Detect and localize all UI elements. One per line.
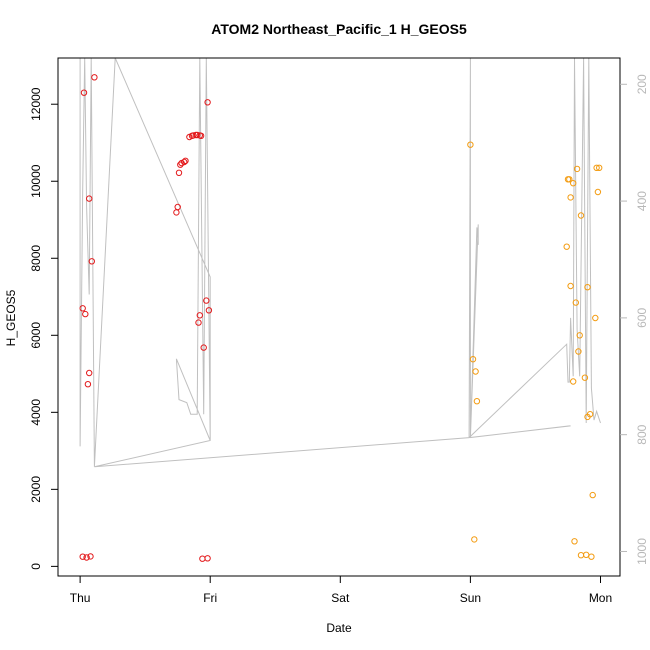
x-axis: Thu Fri Sat Sun Mon bbox=[70, 576, 612, 605]
point-orange-15 bbox=[567, 282, 574, 290]
chart-title: ATOM2 Northeast_Pacific_1 H_GEOS5 bbox=[211, 21, 467, 37]
y-tick-label-4: 8000 bbox=[29, 245, 43, 272]
point-orange-9 bbox=[593, 164, 600, 172]
point-orange-22 bbox=[570, 378, 577, 385]
y2-axis: 200 400 600 800 1000 bbox=[620, 74, 649, 565]
x-tick-label-1: Fri bbox=[203, 591, 217, 605]
point-red-29 bbox=[205, 307, 213, 314]
data-points bbox=[79, 74, 603, 562]
gray-series-line bbox=[79, 57, 601, 468]
y-tick-label-3: 6000 bbox=[29, 322, 43, 349]
gray-line bbox=[79, 57, 601, 468]
point-red-4 bbox=[91, 74, 98, 81]
y2-tick-label-4: 1000 bbox=[635, 538, 649, 565]
point-red-25 bbox=[175, 169, 183, 177]
point-red-20 bbox=[194, 131, 201, 139]
point-red-7 bbox=[79, 305, 86, 312]
point-orange-19 bbox=[576, 332, 583, 339]
point-orange-28 bbox=[583, 551, 590, 558]
point-red-3 bbox=[80, 89, 88, 96]
point-red-9 bbox=[86, 369, 93, 377]
point-red-12 bbox=[204, 555, 211, 562]
point-red-27 bbox=[173, 209, 180, 216]
y2-tick-label-2: 600 bbox=[635, 308, 649, 328]
point-orange-10 bbox=[596, 164, 603, 172]
point-orange-1 bbox=[469, 356, 477, 363]
point-orange-25 bbox=[589, 491, 596, 499]
plot-frame bbox=[57, 57, 621, 577]
point-orange-2 bbox=[472, 368, 479, 375]
point-red-28 bbox=[203, 297, 210, 304]
point-orange-17 bbox=[572, 299, 579, 306]
point-orange-27 bbox=[577, 552, 585, 559]
x-tick-label-3: Sun bbox=[460, 591, 481, 605]
point-orange-4 bbox=[471, 536, 478, 543]
point-orange-21 bbox=[581, 374, 589, 381]
point-orange-11 bbox=[567, 194, 574, 201]
point-orange-16 bbox=[584, 284, 591, 291]
point-red-13 bbox=[204, 99, 211, 106]
point-orange-14 bbox=[563, 243, 570, 250]
point-orange-20 bbox=[575, 348, 582, 355]
point-orange-26 bbox=[571, 538, 578, 545]
x-axis-label: Date bbox=[326, 621, 352, 635]
point-red-24 bbox=[177, 161, 184, 168]
point-red-30 bbox=[196, 312, 204, 319]
point-red-5 bbox=[86, 195, 93, 202]
y2-tick-label-1: 400 bbox=[635, 191, 649, 211]
y-tick-label-0: 0 bbox=[29, 563, 43, 570]
point-red-11 bbox=[199, 555, 206, 562]
y2-tick-label-3: 800 bbox=[635, 424, 649, 444]
point-orange-29 bbox=[588, 553, 595, 560]
point-orange-8 bbox=[573, 165, 581, 173]
y-tick-label-1: 2000 bbox=[29, 476, 43, 503]
point-red-1 bbox=[83, 554, 90, 561]
y-tick-label-2: 4000 bbox=[29, 399, 43, 426]
point-red-15 bbox=[196, 132, 204, 139]
point-orange-13 bbox=[577, 212, 585, 219]
point-red-18 bbox=[190, 132, 197, 139]
point-orange-0 bbox=[467, 141, 474, 148]
x-tick-label-4: Mon bbox=[589, 591, 612, 605]
point-orange-12 bbox=[594, 188, 602, 196]
x-tick-label-2: Sat bbox=[331, 591, 350, 605]
y-tick-label-5: 10000 bbox=[29, 164, 43, 198]
y-axis-label: H_GEOS5 bbox=[4, 289, 18, 346]
y-tick-label-6: 12000 bbox=[29, 87, 43, 121]
point-red-0 bbox=[79, 553, 86, 560]
point-orange-3 bbox=[473, 398, 481, 405]
point-red-31 bbox=[195, 319, 202, 326]
y-axis: 0 2000 4000 6000 8000 10000 12000 bbox=[29, 87, 58, 570]
point-red-8 bbox=[82, 310, 89, 318]
point-orange-18 bbox=[592, 314, 599, 322]
point-orange-7 bbox=[570, 180, 577, 187]
point-red-32 bbox=[200, 344, 207, 351]
point-red-2 bbox=[87, 553, 94, 560]
point-red-10 bbox=[84, 381, 92, 388]
point-red-23 bbox=[178, 159, 185, 167]
point-red-6 bbox=[88, 258, 96, 265]
x-tick-label-0: Thu bbox=[70, 591, 91, 605]
y2-tick-label-0: 200 bbox=[635, 74, 649, 94]
point-orange-24 bbox=[584, 413, 591, 421]
point-orange-6 bbox=[566, 176, 573, 183]
